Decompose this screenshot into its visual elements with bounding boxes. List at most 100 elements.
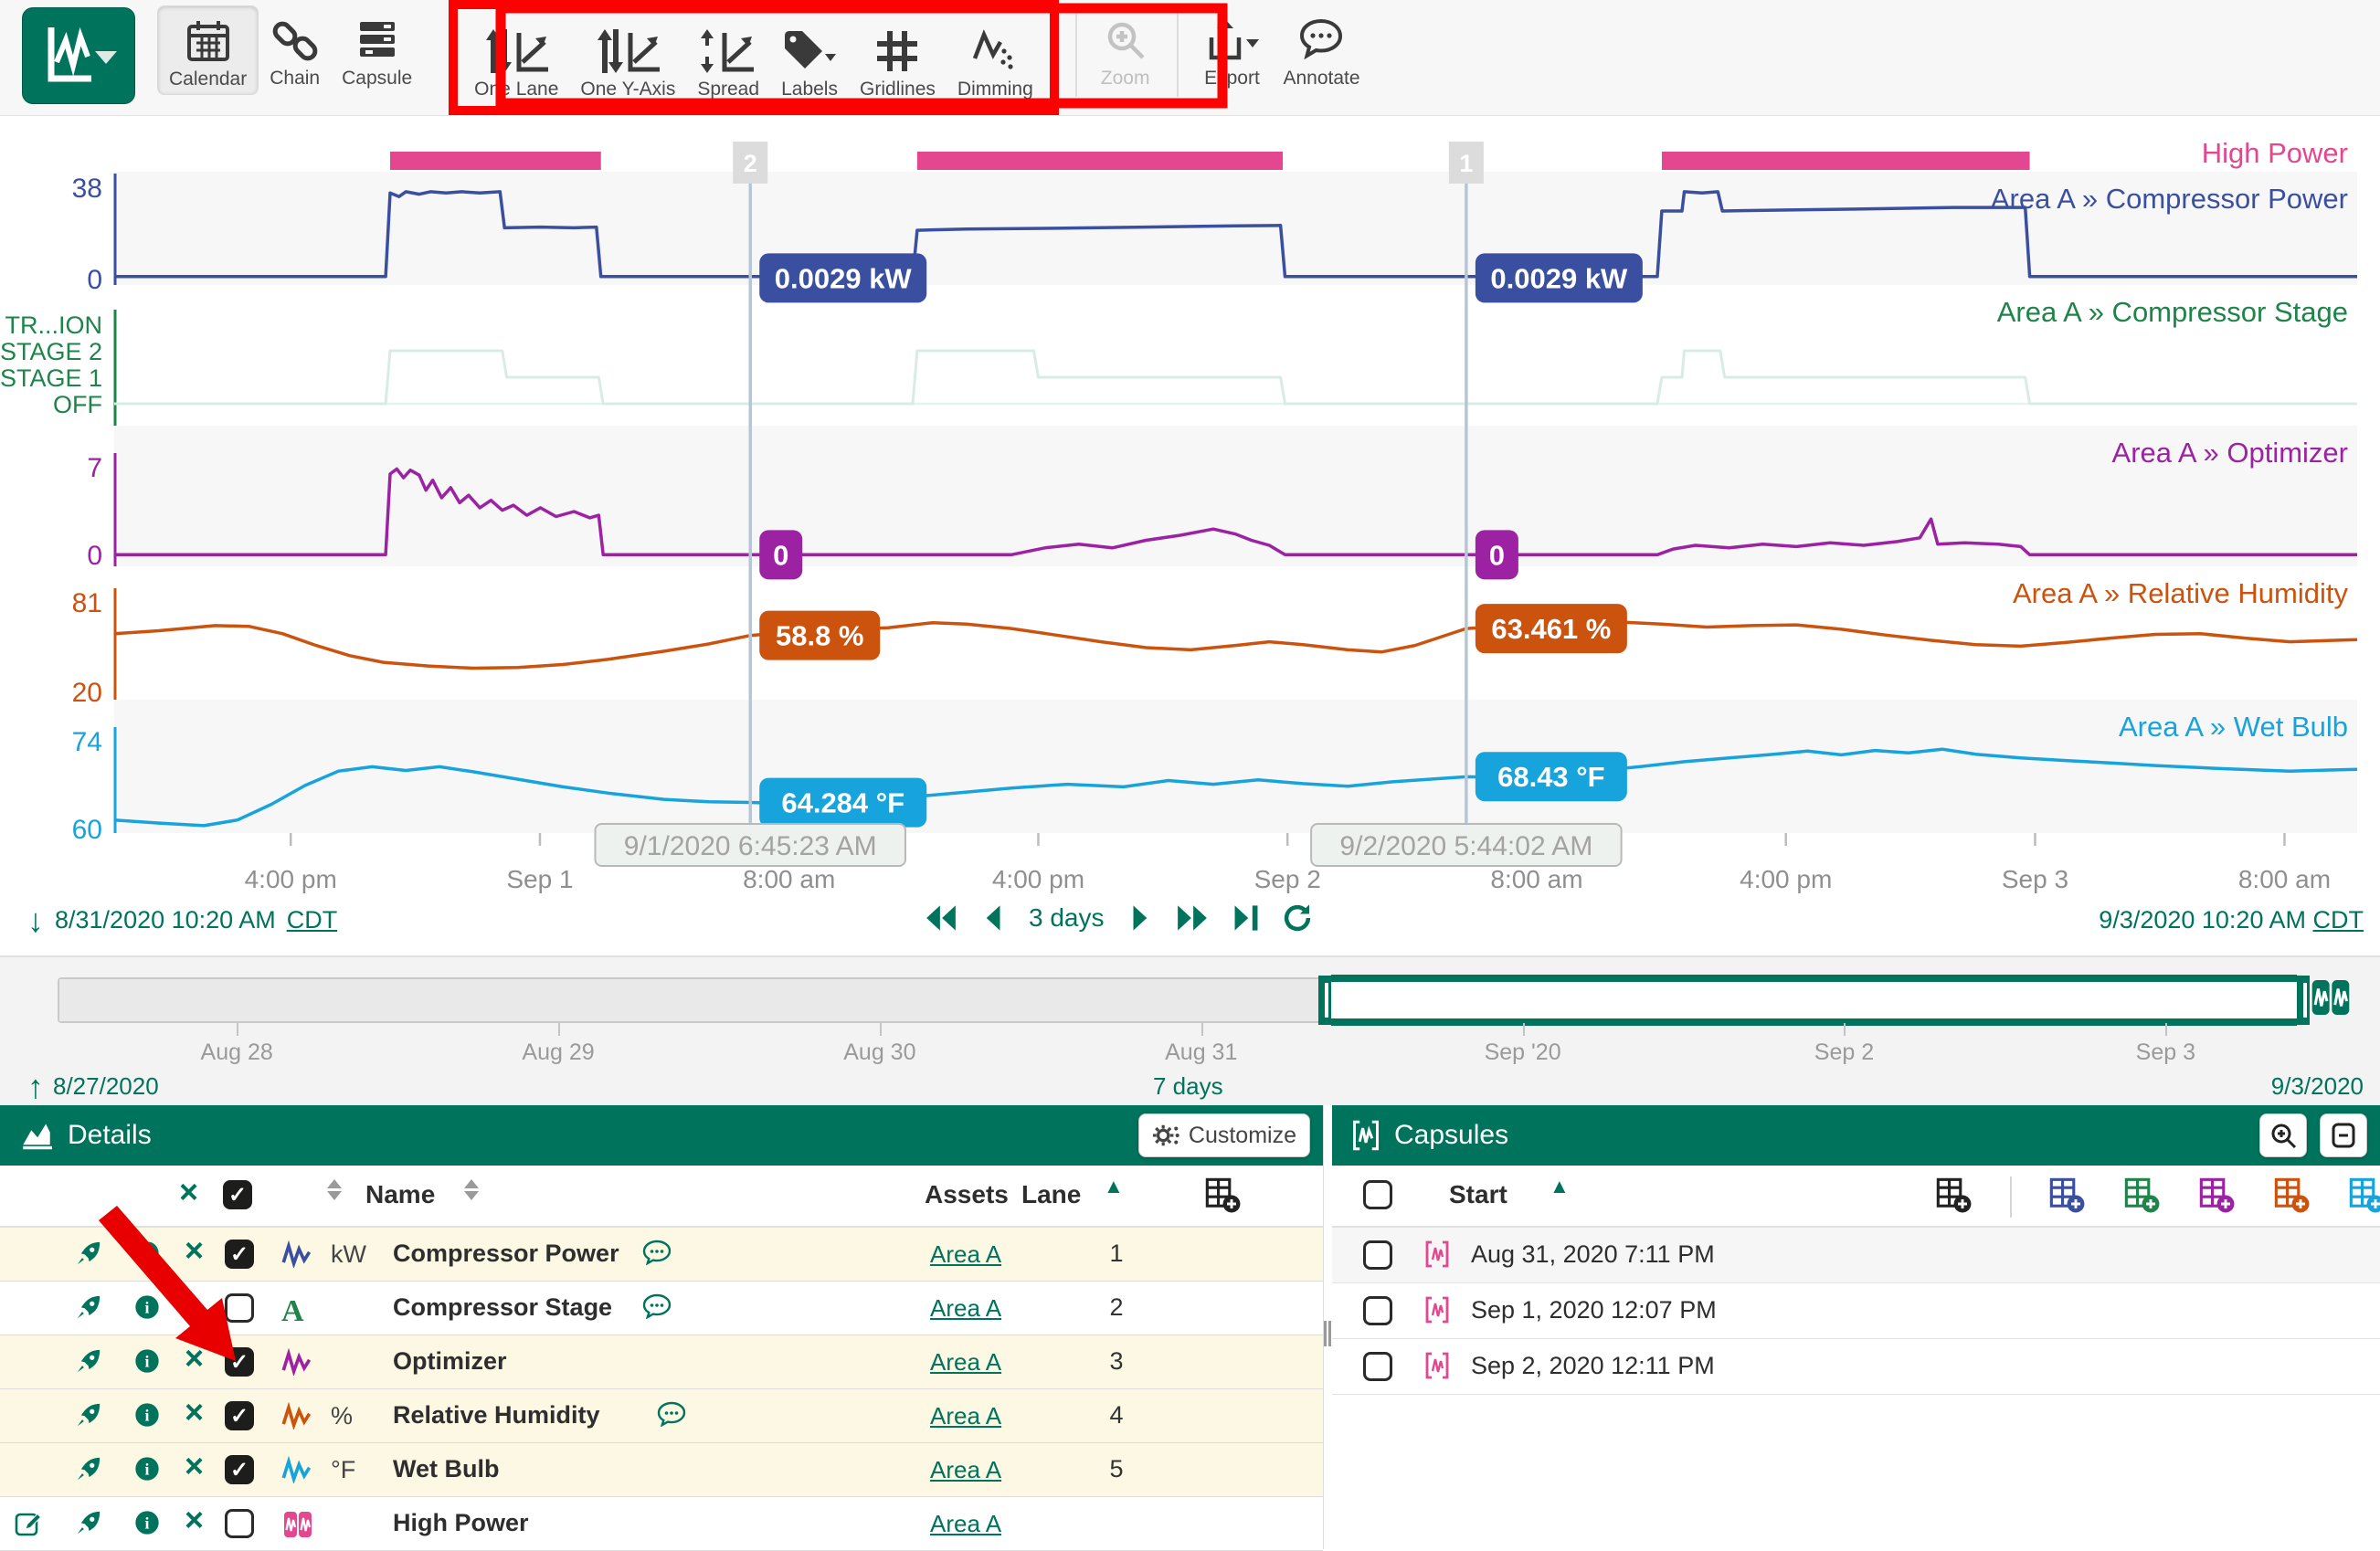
assets-column-header[interactable]: Assets bbox=[925, 1180, 1009, 1209]
asset-link[interactable]: Area A bbox=[930, 1240, 1001, 1269]
slider-right-handle[interactable] bbox=[2297, 976, 2310, 1025]
remove-item-button[interactable]: × bbox=[185, 1237, 204, 1264]
start-column-header[interactable]: Start bbox=[1449, 1180, 1507, 1209]
rocket-icon[interactable] bbox=[75, 1509, 102, 1536]
annotation-bubble-icon[interactable] bbox=[641, 1293, 672, 1319]
item-name[interactable]: Wet Bulb bbox=[393, 1455, 500, 1483]
capsules-zoom-button[interactable] bbox=[2259, 1113, 2307, 1157]
details-row-high-power[interactable]: i × High Power Area A bbox=[0, 1497, 1323, 1551]
item-visibility-checkbox[interactable]: ✓ bbox=[225, 1455, 254, 1484]
info-icon[interactable]: i bbox=[133, 1455, 161, 1482]
step-forward-much-button[interactable] bbox=[1174, 902, 1211, 934]
step-to-end-button[interactable] bbox=[1232, 902, 1260, 934]
info-icon[interactable]: i bbox=[133, 1293, 161, 1321]
panel-resize-handle[interactable] bbox=[1323, 1306, 1332, 1361]
asset-link[interactable]: Area A bbox=[930, 1348, 1001, 1377]
capsule-add-column-5[interactable] bbox=[2348, 1176, 2380, 1218]
refresh-button[interactable] bbox=[1282, 902, 1313, 934]
capsule-checkbox[interactable] bbox=[1363, 1296, 1392, 1325]
annotation-bubble-icon[interactable] bbox=[656, 1401, 687, 1427]
remove-all-column-header[interactable]: × bbox=[179, 1178, 198, 1206]
range-start[interactable]: ↓ 8/31/2020 10:20 AM CDT bbox=[27, 906, 337, 934]
capsules-select-all-checkbox[interactable] bbox=[1363, 1180, 1392, 1209]
info-icon[interactable]: i bbox=[133, 1509, 161, 1536]
slider-selected-region[interactable] bbox=[1331, 975, 2297, 1026]
rocket-icon[interactable] bbox=[75, 1293, 102, 1321]
capsule-checkbox[interactable] bbox=[1363, 1352, 1392, 1381]
slider-left-handle[interactable] bbox=[1318, 976, 1331, 1025]
customize-button[interactable]: Customize bbox=[1138, 1113, 1310, 1157]
capsules-collapse-button[interactable] bbox=[2320, 1113, 2367, 1157]
details-row-wet-bulb[interactable]: i×✓°FWet BulbArea A5 bbox=[0, 1443, 1323, 1497]
remove-item-button[interactable]: × bbox=[185, 1398, 204, 1426]
item-name[interactable]: Compressor Power bbox=[393, 1240, 619, 1268]
item-visibility-checkbox[interactable]: ✓ bbox=[225, 1347, 254, 1377]
remove-item-button[interactable]: × bbox=[185, 1452, 204, 1480]
lane-1-series-label[interactable]: Area A » Compressor Power bbox=[1991, 183, 2348, 215]
rocket-icon[interactable] bbox=[75, 1347, 102, 1375]
trend-chart[interactable]: 380Area A » Compressor PowerTR...IONSTAG… bbox=[0, 0, 2380, 913]
lane-3-series-label[interactable]: Area A » Optimizer bbox=[2112, 437, 2348, 469]
item-visibility-checkbox[interactable]: ✓ bbox=[225, 1240, 254, 1269]
item-name[interactable]: Optimizer bbox=[393, 1347, 507, 1376]
capsule-time-toggle-icon[interactable] bbox=[2310, 976, 2352, 1024]
step-back-much-button[interactable] bbox=[923, 902, 959, 934]
capsule-add-column-3[interactable] bbox=[2198, 1176, 2235, 1218]
rocket-icon[interactable] bbox=[75, 1401, 102, 1429]
add-column-button[interactable] bbox=[1204, 1176, 1241, 1218]
slider-range-end[interactable]: 9/3/2020 bbox=[2271, 1072, 2364, 1101]
capsule-add-column-0[interactable] bbox=[1935, 1176, 1972, 1218]
asset-link[interactable]: Area A bbox=[930, 1510, 1001, 1538]
details-row-compressor-power[interactable]: i×✓kWCompressor PowerArea A1 bbox=[0, 1228, 1323, 1282]
details-row-relative-humidity[interactable]: i×✓%Relative HumidityArea A4 bbox=[0, 1389, 1323, 1443]
lane-column-header[interactable]: Lane bbox=[1021, 1180, 1081, 1209]
lane-2-series-label[interactable]: Area A » Compressor Stage bbox=[1997, 296, 2348, 328]
item-visibility-checkbox[interactable] bbox=[225, 1509, 254, 1538]
rocket-icon[interactable] bbox=[75, 1455, 102, 1482]
capsule-row[interactable]: Sep 2, 2020 12:11 PM bbox=[1332, 1339, 2380, 1395]
asset-link[interactable]: Area A bbox=[930, 1456, 1001, 1484]
high-power-capsule-bar[interactable] bbox=[390, 152, 601, 170]
info-icon[interactable]: i bbox=[133, 1401, 161, 1429]
item-name[interactable]: High Power bbox=[393, 1509, 529, 1537]
sort-toggle[interactable] bbox=[327, 1179, 342, 1200]
item-visibility-checkbox[interactable] bbox=[225, 1293, 254, 1323]
condition-label[interactable]: High Power bbox=[2202, 137, 2348, 169]
capsule-checkbox[interactable] bbox=[1363, 1240, 1392, 1270]
edit-condition-icon[interactable] bbox=[15, 1509, 44, 1538]
remove-item-button[interactable]: × bbox=[185, 1345, 204, 1372]
high-power-capsule-bar[interactable] bbox=[917, 152, 1283, 170]
details-row-compressor-stage[interactable]: iACompressor StageArea A2 bbox=[0, 1282, 1323, 1335]
high-power-capsule-bar[interactable] bbox=[1662, 152, 2030, 170]
lane-sort-asc-icon[interactable]: ▲ bbox=[1104, 1175, 1124, 1198]
info-icon[interactable]: i bbox=[133, 1240, 161, 1267]
select-all-checkbox[interactable]: ✓ bbox=[223, 1180, 252, 1209]
name-column-header[interactable]: Name bbox=[365, 1180, 435, 1209]
slider-track[interactable] bbox=[58, 977, 2301, 1023]
duration-label[interactable]: 3 days bbox=[1025, 903, 1108, 933]
step-forward-button[interactable] bbox=[1130, 902, 1152, 934]
slider-range-start[interactable]: ↑ 8/27/2020 bbox=[27, 1072, 159, 1101]
details-row-optimizer[interactable]: i×✓OptimizerArea A3 bbox=[0, 1335, 1323, 1389]
range-end[interactable]: 9/3/2020 10:20 AM CDT bbox=[2099, 906, 2364, 934]
range-end-timezone[interactable]: CDT bbox=[2313, 906, 2364, 934]
info-icon[interactable]: i bbox=[133, 1347, 161, 1375]
rocket-icon[interactable] bbox=[75, 1240, 102, 1267]
capsule-add-column-2[interactable] bbox=[2123, 1176, 2160, 1218]
capsule-add-column-4[interactable] bbox=[2273, 1176, 2310, 1218]
annotation-bubble-icon[interactable] bbox=[641, 1240, 672, 1265]
lane-5-series-label[interactable]: Area A » Wet Bulb bbox=[2119, 711, 2348, 743]
range-start-timezone[interactable]: CDT bbox=[287, 906, 338, 934]
asset-link[interactable]: Area A bbox=[930, 1294, 1001, 1323]
item-name[interactable]: Compressor Stage bbox=[393, 1293, 612, 1322]
item-name[interactable]: Relative Humidity bbox=[393, 1401, 600, 1430]
item-visibility-checkbox[interactable]: ✓ bbox=[225, 1401, 254, 1430]
capsule-row[interactable]: Sep 1, 2020 12:07 PM bbox=[1332, 1283, 2380, 1339]
asset-link[interactable]: Area A bbox=[930, 1402, 1001, 1430]
capsule-row[interactable]: Aug 31, 2020 7:11 PM bbox=[1332, 1228, 2380, 1283]
lane-4-series-label[interactable]: Area A » Relative Humidity bbox=[2013, 577, 2349, 609]
capsule-add-column-1[interactable] bbox=[2010, 1176, 2085, 1218]
name-sort-toggle[interactable] bbox=[464, 1179, 479, 1200]
remove-item-button[interactable]: × bbox=[185, 1506, 204, 1534]
step-back-button[interactable] bbox=[981, 902, 1003, 934]
